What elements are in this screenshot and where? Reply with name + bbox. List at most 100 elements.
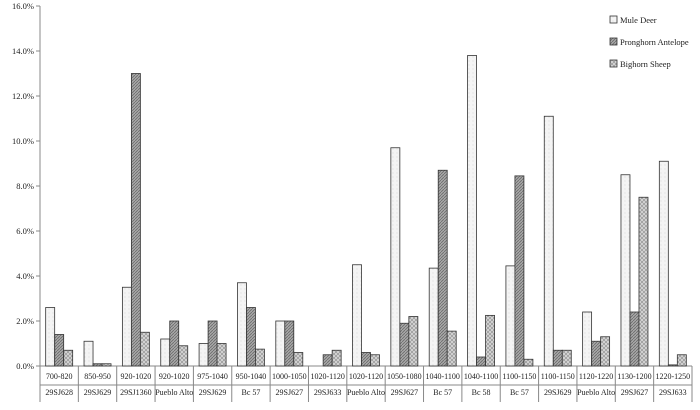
bar-bighorn-sheep <box>139 331 150 367</box>
bar-mule-deer <box>428 267 439 367</box>
x-site-label: Bc 57 <box>510 388 529 397</box>
y-tick-label: 12.0% <box>12 91 34 101</box>
bar-bighorn-sheep <box>101 363 112 367</box>
x-range-label: 920-1020 <box>121 372 152 381</box>
x-site-label: 29SJ1360 <box>120 388 152 397</box>
bars <box>45 55 687 367</box>
bar-bighorn-sheep <box>561 349 572 367</box>
y-tick-label: 4.0% <box>16 271 34 281</box>
bar-pronghorn-antelope <box>361 352 371 367</box>
x-site-label: 29SJ627 <box>391 388 419 397</box>
x-range-label: 1040-1100 <box>464 372 498 381</box>
y-tick-label: 10.0% <box>12 136 34 146</box>
bar-mule-deer <box>45 307 56 367</box>
x-range-label: 1220-1250 <box>655 372 690 381</box>
x-range-label: 1050-1080 <box>387 372 422 381</box>
y-tick-label: 16.0% <box>12 1 34 11</box>
bar-bighorn-sheep <box>370 354 380 367</box>
bar-pronghorn-antelope <box>552 349 563 367</box>
bar-pronghorn-antelope <box>476 356 486 367</box>
x-site-label: 29SJ627 <box>621 388 649 397</box>
x-range-label: 1130-1200 <box>617 372 651 381</box>
x-range-label: 1100-1150 <box>541 372 575 381</box>
legend-label-pronghorn-antelope: Pronghorn Antelope <box>620 37 689 47</box>
bar-pronghorn-antelope <box>514 175 525 367</box>
bar-mule-deer <box>505 265 516 367</box>
x-site-label: Pueblo Alto <box>155 388 193 397</box>
x-site-label: 29SJ627 <box>276 388 304 397</box>
y-tick-label: 6.0% <box>16 226 34 236</box>
x-range-label: 1120-1220 <box>579 372 613 381</box>
bar-pronghorn-antelope <box>207 320 218 367</box>
bar-mule-deer <box>121 286 132 367</box>
x-axis-labels: 700-820 29SJ628 850-950 29SJ629 920-1020 29SJ… <box>39 366 693 402</box>
bar-mule-deer <box>582 311 593 367</box>
bar-mule-deer <box>275 320 286 367</box>
bar-pronghorn-antelope <box>667 364 678 367</box>
bar-pronghorn-antelope <box>437 169 448 367</box>
bar-bighorn-sheep <box>600 336 611 367</box>
legend-label-mule-deer: Mule Deer <box>620 15 657 25</box>
legend-swatch-pronghorn-antelope <box>609 37 618 46</box>
bar-mule-deer <box>198 343 209 367</box>
x-site-label: Bc 57 <box>241 388 260 397</box>
bar-bighorn-sheep <box>178 345 189 367</box>
x-range-label: 1040-1100 <box>426 372 460 381</box>
legend: Mule Deer Pronghorn Antelope Bighorn Sheep <box>609 15 689 69</box>
bar-bighorn-sheep <box>63 349 74 367</box>
bar-mule-deer <box>467 55 477 367</box>
bar-pronghorn-antelope <box>246 307 256 367</box>
x-site-label: 29SJ629 <box>544 388 572 397</box>
bar-bighorn-sheep <box>523 358 534 367</box>
bar-bighorn-sheep <box>676 354 687 367</box>
bar-pronghorn-antelope <box>54 334 65 367</box>
bar-mule-deer <box>160 338 171 367</box>
legend-label-bighorn-sheep: Bighorn Sheep <box>620 59 671 69</box>
bar-pronghorn-antelope <box>629 311 640 367</box>
bar-pronghorn-antelope <box>130 73 141 367</box>
x-site-label: Pueblo Alto <box>577 388 615 397</box>
bar-bighorn-sheep <box>293 352 304 367</box>
bar-bighorn-sheep <box>255 348 265 367</box>
legend-swatch-bighorn-sheep <box>609 59 618 68</box>
bar-mule-deer <box>620 174 631 367</box>
x-range-label: 1000-1050 <box>272 372 307 381</box>
x-site-label: Bc 57 <box>433 388 452 397</box>
bar-pronghorn-antelope <box>92 363 103 367</box>
bar-bighorn-sheep <box>216 343 227 367</box>
bar-pronghorn-antelope <box>399 322 410 367</box>
y-tick-label: 2.0% <box>16 316 34 326</box>
bar-bighorn-sheep <box>446 330 457 367</box>
bar-bighorn-sheep <box>485 314 495 367</box>
x-site-label: Pueblo Alto <box>347 388 385 397</box>
bar-mule-deer <box>658 160 669 367</box>
y-tick-label: 8.0% <box>16 181 34 191</box>
bar-pronghorn-antelope <box>284 320 295 367</box>
x-range-label: 700-820 <box>46 372 73 381</box>
x-range-label: 850-950 <box>84 372 111 381</box>
x-site-label: Bc 58 <box>472 388 491 397</box>
bar-mule-deer <box>237 282 247 367</box>
legend-swatch-mule-deer <box>609 15 618 24</box>
x-site-label: 29SJ633 <box>314 388 342 397</box>
x-site-label: 29SJ628 <box>45 388 73 397</box>
x-range-label: 975-1040 <box>197 372 228 381</box>
x-site-label: 29SJ633 <box>659 388 687 397</box>
x-range-label: 920-1020 <box>159 372 190 381</box>
x-site-label: 29SJ629 <box>84 388 112 397</box>
bar-mule-deer <box>352 264 362 367</box>
bar-mule-deer <box>543 115 554 367</box>
bar-pronghorn-antelope <box>169 320 180 367</box>
x-range-label: 1020-1120 <box>310 372 344 381</box>
y-tick-label: 0.0% <box>16 361 34 371</box>
x-range-label: 1100-1150 <box>502 372 536 381</box>
x-range-label: 950-1040 <box>236 372 267 381</box>
bar-mule-deer <box>390 147 401 367</box>
bar-bighorn-sheep <box>331 349 342 367</box>
x-site-label: 29SJ629 <box>199 388 227 397</box>
bar-pronghorn-antelope <box>322 354 333 367</box>
bar-mule-deer <box>83 340 94 367</box>
bar-bighorn-sheep <box>408 316 419 367</box>
x-range-label: 1020-1120 <box>349 372 383 381</box>
